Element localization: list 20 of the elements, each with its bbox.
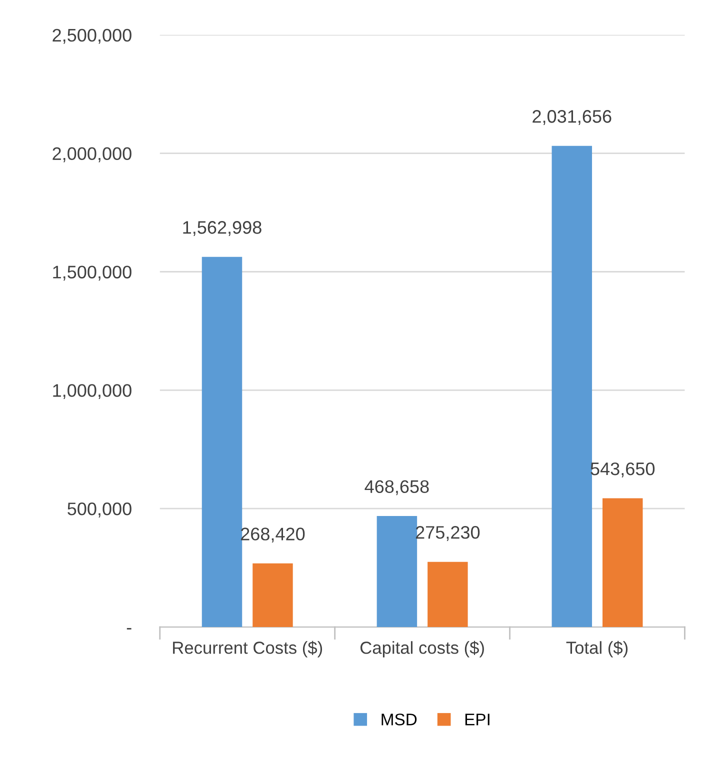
y-tick-label: 1,500,000 — [53, 266, 132, 281]
data-label: 1,562,998 — [183, 221, 262, 236]
y-tick-label: 2,500,000 — [52, 28, 132, 44]
y-tick-label: - — [126, 628, 132, 630]
bar — [428, 562, 468, 628]
x-tick-label: Total ($) — [566, 640, 628, 658]
x-tick-label: Capital costs ($) — [360, 640, 484, 658]
bar — [202, 256, 242, 628]
bar — [552, 146, 592, 628]
legend-label: MSD — [382, 714, 417, 726]
bar — [376, 516, 418, 628]
data-label: 2,031,656 — [532, 110, 612, 125]
legend-label: EPI — [465, 714, 490, 726]
y-tick-label: 2,000,000 — [52, 147, 132, 162]
bar — [252, 563, 293, 628]
bar — [602, 498, 643, 628]
x-tick-label: Recurrent Costs ($) — [173, 640, 322, 658]
y-tick-label: 1,000,000 — [53, 384, 132, 400]
y-tick-label: 500,000 — [68, 502, 132, 518]
data-label: 468,658 — [364, 480, 429, 496]
